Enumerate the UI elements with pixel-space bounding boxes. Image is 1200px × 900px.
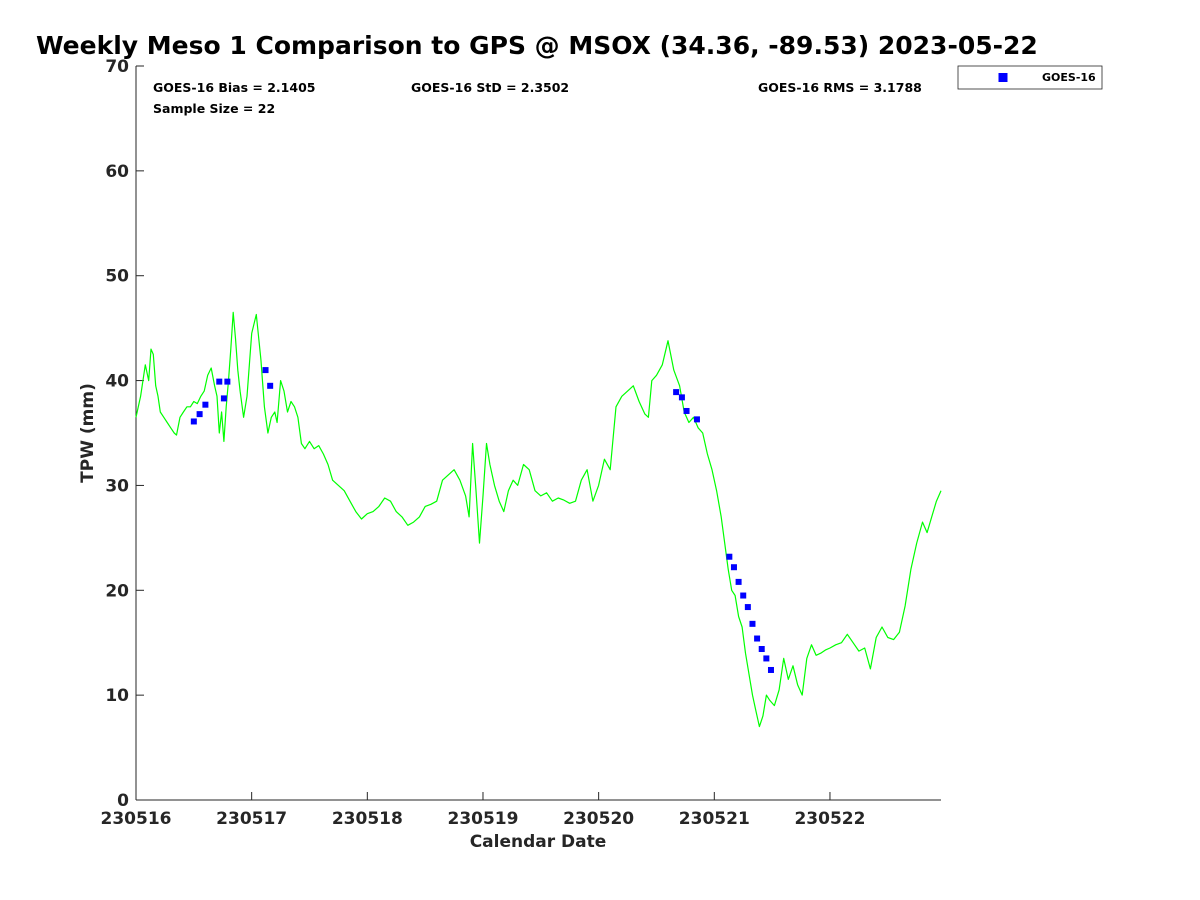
goes16-point: [735, 578, 742, 585]
goes16-point: [693, 416, 700, 423]
goes16-point: [267, 382, 274, 389]
x-tick-label: 230521: [679, 809, 750, 829]
y-tick-label: 50: [105, 267, 129, 287]
goes16-point: [767, 666, 774, 673]
legend-marker-goes16: [998, 73, 1008, 82]
x-tick-label: 230518: [332, 809, 403, 829]
y-axis: 0 10 20 30 40 50 60 70: [105, 57, 144, 811]
goes16-point: [262, 367, 269, 374]
legend: GOES-16: [957, 65, 1103, 90]
goes16-point: [749, 620, 756, 627]
goes16-point: [678, 394, 685, 401]
goes16-point: [190, 418, 197, 425]
y-tick-label: 20: [105, 581, 129, 601]
y-tick-label: 40: [105, 372, 129, 392]
std-stat: GOES-16 StD = 2.3502: [411, 80, 569, 95]
y-axis-label: TPW (mm): [78, 383, 98, 483]
goes16-point: [740, 592, 747, 599]
goes16-point: [202, 401, 209, 408]
goes16-point: [730, 564, 737, 571]
rms-stat: GOES-16 RMS = 3.1788: [758, 80, 922, 95]
goes16-point: [683, 407, 690, 414]
y-tick-label: 30: [105, 476, 129, 496]
x-axis: 230516 230517 230518 230519 230520 230521 2305…: [101, 792, 865, 829]
x-tick-label: 230522: [794, 809, 865, 829]
y-tick-label: 70: [105, 57, 129, 77]
goes16-point: [196, 411, 203, 418]
series-layer: [135, 311, 942, 728]
goes16-point: [763, 655, 770, 662]
x-tick-label: 230516: [101, 809, 172, 829]
y-tick-label: 0: [117, 791, 129, 811]
goes16-point: [744, 604, 751, 611]
legend-label-goes16: GOES-16: [1042, 71, 1096, 84]
goes16-point: [224, 378, 231, 385]
plot-area: [135, 66, 941, 801]
bias-stat: GOES-16 Bias = 2.1405: [153, 80, 315, 95]
goes16-point: [220, 395, 227, 402]
x-axis-label: Calendar Date: [470, 832, 607, 852]
goes16-point: [673, 389, 680, 396]
legend-box: [957, 65, 1103, 90]
chart-title: Weekly Meso 1 Comparison to GPS @ MSOX (…: [36, 31, 1038, 60]
y-tick-label: 60: [105, 162, 129, 182]
goes16-point: [758, 646, 765, 653]
goes16-point: [754, 635, 761, 642]
goes16-point: [216, 378, 223, 385]
sample-size-stat: Sample Size = 22: [153, 101, 275, 116]
x-tick-label: 230517: [216, 809, 287, 829]
y-tick-label: 10: [105, 686, 129, 706]
gps-tpw-line: [135, 311, 942, 728]
goes16-point: [726, 553, 733, 560]
x-tick-label: 230519: [447, 809, 518, 829]
x-tick-label: 230520: [563, 809, 634, 829]
